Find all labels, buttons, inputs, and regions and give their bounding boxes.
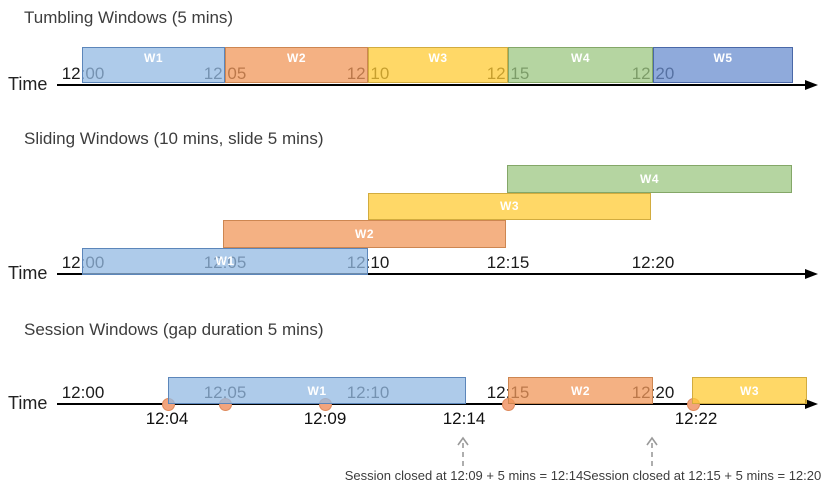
window-bar: W1	[168, 377, 466, 404]
dashed-arrow-icon	[645, 436, 659, 473]
session-section: Session Windows (gap duration 5 mins) Ti…	[0, 308, 829, 498]
window-bar: W4	[508, 47, 653, 83]
window-label: W1	[215, 254, 235, 269]
window-label: W2	[287, 51, 306, 65]
time-axis-caption: Time	[8, 393, 48, 413]
time-axis-caption: Time	[8, 263, 48, 283]
dashed-arrow-icon	[456, 436, 470, 473]
time-axis-arrowhead-icon	[805, 269, 818, 279]
window-bar: W5	[653, 47, 793, 83]
event-time-label: 12:22	[674, 409, 718, 428]
window-label: W3	[740, 383, 759, 398]
window-label: W4	[640, 171, 659, 186]
window-label: W1	[307, 383, 327, 398]
time-axis-arrowhead-icon	[805, 399, 818, 409]
session-closed-annotation: Session closed at 12:15 + 5 mins = 12:20	[582, 468, 822, 483]
window-label: W3	[428, 51, 448, 65]
time-axis-line	[57, 403, 806, 405]
window-bar: W2	[223, 220, 506, 248]
window-label: W3	[500, 199, 519, 214]
tumbling-title: Tumbling Windows (5 mins)	[24, 8, 234, 27]
time-axis-line	[57, 84, 806, 86]
time-axis-caption: Time	[8, 74, 48, 94]
window-bar: W3	[692, 377, 807, 404]
session-title: Session Windows (gap duration 5 mins)	[24, 320, 324, 339]
window-bar: W2	[508, 377, 653, 404]
window-bar: W3	[368, 192, 651, 220]
window-bar: W3	[368, 47, 508, 83]
window-bar: W1	[82, 247, 368, 275]
window-label: W2	[571, 383, 590, 398]
event-time-label: 12:04	[145, 409, 189, 428]
window-label: W4	[571, 51, 590, 65]
time-axis-line	[57, 273, 806, 275]
axis-time-label: 12:15	[486, 253, 530, 272]
window-bar: W1	[82, 47, 225, 83]
session-closed-annotation: Session closed at 12:09 + 5 mins = 12:14	[344, 468, 584, 483]
window-bar: W4	[507, 165, 792, 193]
tumbling-section: Tumbling Windows (5 mins) Time 12:0012:0…	[0, 0, 829, 120]
event-time-label: 12:09	[303, 409, 347, 428]
sliding-title: Sliding Windows (10 mins, slide 5 mins)	[24, 129, 324, 148]
time-axis-arrowhead-icon	[805, 80, 818, 90]
axis-time-label: 12:20	[631, 253, 675, 272]
axis-time-label: 12:00	[61, 383, 105, 402]
event-time-label: 12:14	[442, 409, 486, 428]
window-label: W1	[144, 51, 163, 65]
window-bar: W2	[225, 47, 368, 83]
sliding-section: Sliding Windows (10 mins, slide 5 mins) …	[0, 120, 829, 308]
window-label: W2	[355, 226, 374, 241]
window-label: W5	[713, 51, 733, 65]
